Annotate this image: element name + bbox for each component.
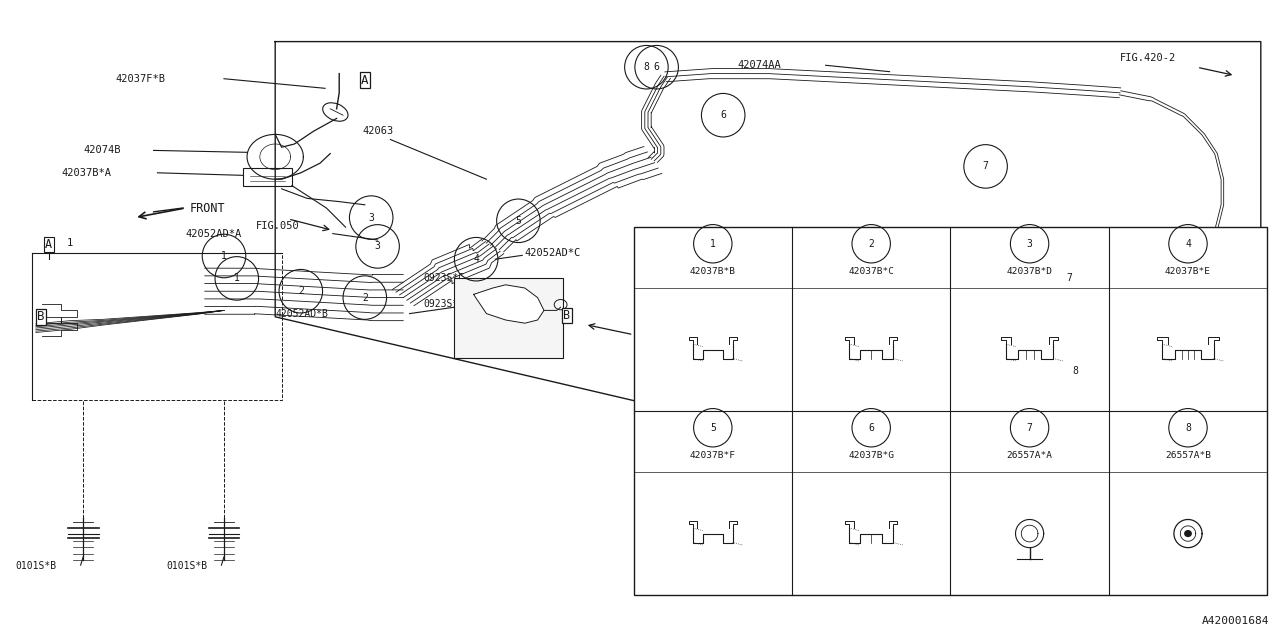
Text: 42037B*F: 42037B*F [690,451,736,460]
Text: 1: 1 [234,273,239,284]
Text: 8: 8 [644,62,649,72]
Text: 0101S*B: 0101S*B [15,561,56,572]
Text: FIG.050: FIG.050 [636,330,680,340]
Bar [634,227,1267,595]
Bar [454,278,563,358]
Text: 42075U: 42075U [461,344,499,355]
Text: 0923S*B: 0923S*B [424,299,465,309]
Text: 6: 6 [721,110,726,120]
Text: A420001684: A420001684 [1202,616,1270,626]
Text: 7: 7 [1027,423,1033,433]
Text: 8: 8 [1185,423,1190,433]
Text: 26557A*A: 26557A*A [1006,451,1052,460]
Text: A: A [45,238,52,251]
Bar [32,253,282,400]
Text: 2: 2 [298,286,303,296]
Text: B: B [37,310,45,323]
Text: 42037B*C: 42037B*C [849,267,895,276]
Text: 42074B: 42074B [83,145,120,156]
Text: 0923S*C: 0923S*C [424,273,465,284]
Text: 42052AD*A: 42052AD*A [186,228,242,239]
Text: 8: 8 [1073,366,1078,376]
Text: 42037B*G: 42037B*G [849,451,895,460]
Text: 3: 3 [1027,239,1033,249]
Text: 7: 7 [983,161,988,172]
Polygon shape [474,285,544,323]
Text: FIG.050: FIG.050 [256,221,300,231]
Text: 42052AD*C: 42052AD*C [525,248,581,258]
Text: 2: 2 [362,292,367,303]
Text: 1: 1 [67,237,73,248]
Text: 7: 7 [1066,273,1071,284]
Text: 2: 2 [868,239,874,249]
Text: 42037B*D: 42037B*D [1006,267,1052,276]
Text: 4: 4 [474,254,479,264]
Text: 4: 4 [1185,239,1190,249]
Text: 42074AA: 42074AA [737,60,781,70]
Text: B: B [563,309,571,322]
Text: 42063: 42063 [362,126,393,136]
Text: 6: 6 [654,62,659,72]
Text: 6: 6 [868,423,874,433]
Text: 42037F*B: 42037F*B [115,74,165,84]
Text: 26557A*B: 26557A*B [1165,451,1211,460]
Text: 5: 5 [710,423,716,433]
Text: 3: 3 [369,212,374,223]
Text: 42037B*B: 42037B*B [690,267,736,276]
Text: 5: 5 [516,216,521,226]
Text: 1: 1 [221,251,227,261]
Bar [243,168,292,186]
Text: 3: 3 [375,241,380,252]
Text: 42052AD*B: 42052AD*B [275,308,328,319]
Text: 0101S*B: 0101S*B [166,561,207,572]
Text: 42037B*A: 42037B*A [61,168,111,178]
Text: 42037B*E: 42037B*E [1165,267,1211,276]
Text: FRONT: FRONT [189,202,225,214]
Text: 1: 1 [710,239,716,249]
Ellipse shape [1185,531,1192,536]
Text: A: A [361,74,369,86]
Text: FIG.420-2: FIG.420-2 [1120,52,1176,63]
